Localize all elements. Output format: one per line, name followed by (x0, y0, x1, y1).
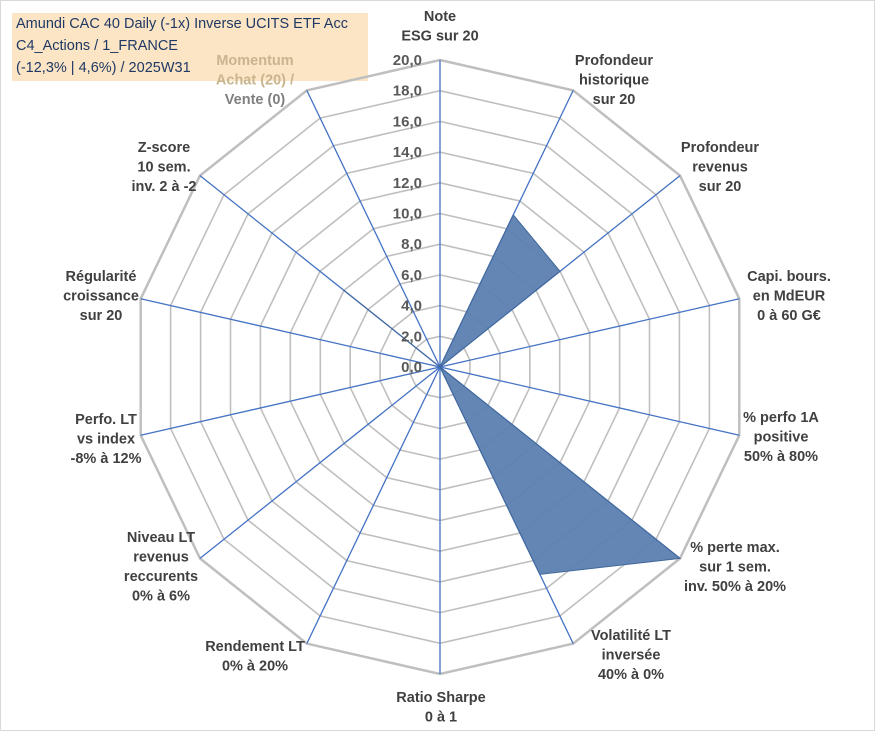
category-label-line: croissance (63, 289, 139, 305)
category-label: Profondeur revenus sur 20 (681, 140, 759, 195)
radar-axis-line (140, 298, 441, 368)
category-label: Ratio Sharpe 0 à 1 (396, 690, 485, 726)
category-label-line: Profondeur (575, 53, 653, 69)
tick-label: 10,0 (393, 206, 422, 223)
category-label-line: -8% à 12% (71, 451, 142, 467)
category-label: Niveau LT revenus reccurents 0% à 6% (124, 530, 198, 605)
category-label-line: Capi. bours. (747, 269, 831, 285)
radar-axis-line (439, 366, 740, 436)
category-label-line: sur 20 (593, 92, 636, 108)
category-label-line: 0% à 6% (132, 589, 190, 605)
category-label: Régularité croissance sur 20 (63, 269, 139, 324)
category-label-line: revenus (133, 550, 189, 566)
chart-title-box: Amundi CAC 40 Daily (-1x) Inverse UCITS … (12, 13, 368, 81)
category-label-line: Momentum (216, 53, 293, 69)
category-label-line: positive (754, 430, 809, 446)
category-label-line: 0 à 1 (425, 710, 457, 726)
category-label-line: inv. 50% à 20% (684, 579, 786, 595)
radar-axis-line (439, 298, 740, 368)
category-label-line: Note (424, 9, 456, 25)
radar-category-labels: Note ESG sur 20 Profondeur historique sur 20… (63, 9, 831, 726)
chart-subtitle-category: C4_Actions / 1_FRANCE (16, 38, 178, 54)
category-label-line: reccurents (124, 569, 198, 585)
radar-axis-line (140, 366, 441, 436)
tick-label: 16,0 (393, 113, 422, 130)
category-label-line: Z-score (138, 140, 190, 156)
category-label-line: revenus (692, 160, 748, 176)
tick-label: 18,0 (393, 83, 422, 100)
category-label-line: % perfo 1A (743, 410, 819, 426)
category-label-line: inversée (602, 648, 661, 664)
category-label: Rendement LT 0% à 20% (205, 639, 305, 675)
tick-label: 4,0 (401, 298, 422, 315)
category-label-line: 10 sem. (137, 160, 190, 176)
radar-series (343, 213, 682, 575)
category-label-line: sur 1 sem. (699, 560, 771, 576)
category-label-line: historique (579, 73, 649, 89)
category-label-line: 50% à 80% (744, 449, 818, 465)
category-label-line: en MdEUR (753, 289, 826, 305)
category-label: % perfo 1A positive 50% à 80% (743, 410, 819, 465)
series-area (343, 213, 682, 575)
category-label-line: % perte max. (690, 540, 779, 556)
tick-label: 2,0 (401, 328, 422, 345)
category-label-line: ESG sur 20 (401, 29, 478, 45)
category-label: Momentum Achat (20) / Vente (0) (216, 53, 294, 108)
category-label: Capi. bours. en MdEUR 0 à 60 G€ (747, 269, 831, 324)
category-label: Volatilité LT inversée 40% à 0% (591, 628, 671, 683)
category-label-line: inv. 2 à -2 (131, 179, 196, 195)
category-label-line: 0% à 20% (222, 659, 288, 675)
radar-axis-line (199, 366, 441, 559)
category-label-line: Niveau LT (127, 530, 195, 546)
tick-label: 0,0 (401, 359, 422, 376)
category-label: Z-score 10 sem. inv. 2 à -2 (131, 140, 196, 195)
category-label-line: Achat (20) / (216, 73, 294, 89)
category-label-line: Volatilité LT (591, 628, 671, 644)
category-label-line: Ratio Sharpe (396, 690, 485, 706)
radar-axis-line (306, 90, 441, 368)
chart-title: Amundi CAC 40 Daily (-1x) Inverse UCITS … (16, 16, 348, 32)
category-label-line: Perfo. LT (75, 412, 137, 428)
tick-label: 12,0 (393, 175, 422, 192)
category-label-line: sur 20 (699, 179, 742, 195)
category-label: % perte max. sur 1 sem. inv. 50% à 20% (684, 540, 786, 595)
category-label-line: 40% à 0% (598, 667, 664, 683)
category-label: Profondeur historique sur 20 (575, 53, 653, 108)
tick-label: 6,0 (401, 267, 422, 284)
tick-label: 20,0 (393, 52, 422, 69)
tick-label: 8,0 (401, 236, 422, 253)
category-label-line: Profondeur (681, 140, 759, 156)
category-label-line: sur 20 (80, 308, 123, 324)
tick-label: 14,0 (393, 144, 422, 161)
category-label-line: Vente (0) (225, 92, 286, 108)
category-label: Note ESG sur 20 (401, 9, 478, 45)
category-label: Perfo. LT vs index -8% à 12% (71, 412, 142, 467)
category-label-line: Rendement LT (205, 639, 305, 655)
category-label-line: Régularité (66, 269, 137, 285)
radar-axis-line (306, 366, 441, 644)
category-label-line: 0 à 60 G€ (757, 308, 821, 324)
radar-tick-labels: 0,0 2,0 4,0 6,0 8,0 10,0 12,0 14,0 16,0 18,0 20,0 (393, 52, 422, 376)
chart-subtitle-range: (-12,3% | 4,6%) / 2025W31 (16, 60, 191, 76)
category-label-line: vs index (77, 432, 135, 448)
